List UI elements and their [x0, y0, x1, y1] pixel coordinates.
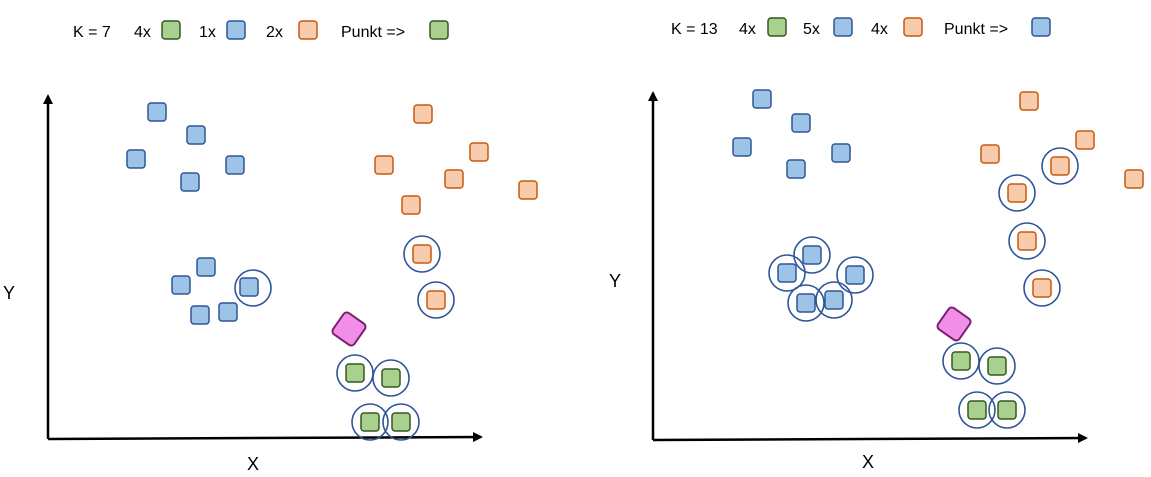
green-point — [381, 368, 401, 388]
neighbor-circle — [382, 403, 420, 441]
blue-point — [196, 257, 216, 277]
legend-orange-swatch — [298, 20, 318, 40]
neighbor-circle — [1023, 269, 1061, 307]
k-label: K = 13 — [671, 21, 718, 38]
orange-point — [1124, 169, 1144, 189]
blue-point — [831, 143, 851, 163]
blue-point — [845, 265, 865, 285]
blue-point — [190, 305, 210, 325]
green-point — [997, 400, 1017, 420]
neighbor-circle — [998, 174, 1036, 212]
y-axis-label: Y — [609, 271, 621, 291]
neighbor-circle — [787, 284, 825, 322]
blue-point — [802, 245, 822, 265]
green-point — [345, 363, 365, 383]
x-axis — [652, 433, 1088, 444]
green-point — [967, 400, 987, 420]
neighbor-circle — [234, 269, 272, 307]
legend-k13: K = 13 4x 5x 4x Punkt => — [671, 17, 1051, 38]
panel-k13: K = 13 4x 5x 4x Punkt => Y X — [609, 17, 1144, 472]
neighbor-circle — [403, 235, 441, 273]
green-count: 4x — [134, 24, 151, 41]
orange-point — [469, 142, 489, 162]
orange-point — [1032, 278, 1052, 298]
query-point — [331, 311, 367, 347]
neighbor-circle — [836, 256, 874, 294]
neighbor-circle — [1008, 222, 1046, 260]
blue-point — [791, 113, 811, 133]
y-axis-label: Y — [3, 283, 15, 303]
orange-count: 2x — [266, 24, 283, 41]
orange-point — [374, 155, 394, 175]
blue-point — [171, 275, 191, 295]
legend-result-swatch — [429, 20, 449, 40]
green-count: 4x — [739, 21, 756, 38]
blue-point — [752, 89, 772, 109]
blue-point — [126, 149, 146, 169]
legend-green-swatch — [161, 20, 181, 40]
orange-point — [444, 169, 464, 189]
blue-point — [186, 125, 206, 145]
blue-point — [225, 155, 245, 175]
orange-count: 4x — [871, 21, 888, 38]
orange-point — [1075, 130, 1095, 150]
orange-point — [518, 180, 538, 200]
k-label: K = 7 — [73, 24, 111, 41]
blue-point — [777, 263, 797, 283]
neighbor-circle — [372, 359, 410, 397]
blue-point — [147, 102, 167, 122]
neighbor-circle — [958, 391, 996, 429]
orange-point — [412, 244, 432, 264]
x-axis — [47, 432, 483, 443]
orange-point — [401, 195, 421, 215]
legend-k7: K = 7 4x 1x 2x Punkt => — [73, 20, 449, 41]
green-point — [951, 351, 971, 371]
legend-green-swatch — [767, 17, 787, 37]
orange-point — [1017, 231, 1037, 251]
panel-k7: K = 7 4x 1x 2x Punkt => Y X — [3, 20, 538, 474]
blue-point — [239, 277, 259, 297]
query-point — [936, 306, 972, 342]
green-point — [391, 412, 411, 432]
neighbor-circle — [351, 403, 389, 441]
neighbor-circle — [768, 254, 806, 292]
orange-point — [1007, 183, 1027, 203]
orange-point — [980, 144, 1000, 164]
orange-point — [1019, 91, 1039, 111]
orange-point — [426, 290, 446, 310]
result-label: Punkt => — [341, 24, 405, 41]
blue-count: 1x — [199, 24, 216, 41]
orange-point — [413, 104, 433, 124]
legend-blue-swatch — [226, 20, 246, 40]
neighbor-circle — [978, 347, 1016, 385]
result-label: Punkt => — [944, 21, 1008, 38]
blue-point — [786, 159, 806, 179]
blue-count: 5x — [803, 21, 820, 38]
neighbor-circle — [793, 236, 831, 274]
neighbor-circle — [1041, 147, 1079, 185]
neighbor-circle — [988, 391, 1026, 429]
neighbor-circle — [815, 281, 853, 319]
blue-point — [796, 293, 816, 313]
blue-point — [824, 290, 844, 310]
legend-blue-swatch — [833, 17, 853, 37]
orange-point — [1050, 156, 1070, 176]
blue-point — [180, 172, 200, 192]
x-axis-label: X — [247, 454, 259, 474]
legend-result-swatch — [1031, 17, 1051, 37]
green-point — [987, 356, 1007, 376]
neighbor-circle — [417, 281, 455, 319]
legend-orange-swatch — [903, 17, 923, 37]
blue-point — [218, 302, 238, 322]
blue-point — [732, 137, 752, 157]
green-point — [360, 412, 380, 432]
x-axis-label: X — [862, 452, 874, 472]
